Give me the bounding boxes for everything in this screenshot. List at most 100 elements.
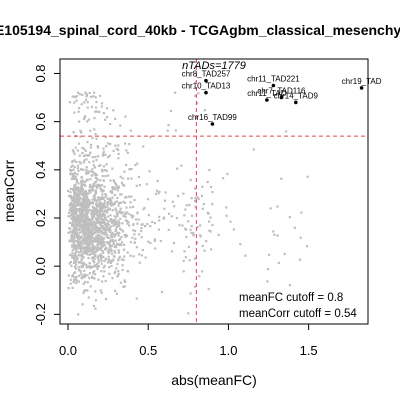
data-point [110,239,113,242]
data-point [95,191,98,194]
data-point [73,259,76,263]
data-point [105,219,108,222]
data-point [109,202,112,205]
data-point [276,205,279,208]
data-point [100,257,103,260]
data-point [114,144,117,147]
data-point [100,253,103,256]
data-point [109,208,112,211]
data-point [131,236,134,239]
data-point [77,241,80,244]
data-point [98,237,101,240]
data-point [79,212,82,215]
point-label: chr7_TAD116 [257,87,306,96]
data-point [77,182,80,185]
data-point [110,236,114,239]
data-point [166,129,169,132]
data-point [132,223,135,226]
y-tick-label: 0.2 [33,209,48,227]
data-point [75,181,78,184]
data-point [70,233,73,236]
data-point [80,168,83,171]
data-point [114,228,118,231]
data-point [131,216,134,219]
data-point [71,274,75,278]
data-point [115,292,118,295]
data-point [103,222,106,225]
data-point [125,206,128,209]
data-point [102,207,105,210]
data-point [76,228,79,231]
data-point [81,184,84,187]
data-point [118,255,121,258]
data-point [84,202,87,205]
data-point [94,217,97,220]
data-point [92,246,95,249]
data-point [298,258,302,261]
data-point [157,228,160,231]
data-point [83,230,86,234]
data-point [102,112,105,115]
data-point [88,200,91,203]
data-point [244,254,247,257]
data-point [78,231,81,234]
data-point [78,218,81,221]
data-point [128,224,131,227]
data-point [82,192,85,195]
data-point [133,241,136,244]
data-point [211,203,214,206]
data-point [70,235,73,238]
data-point [115,225,118,228]
data-point [116,231,119,234]
data-point [114,182,117,185]
data-point [125,234,129,237]
data-point [69,201,73,205]
data-point [96,216,100,219]
data-point [94,189,97,192]
data-point [99,187,102,190]
data-point [119,124,122,127]
data-point [105,246,108,249]
data-point [72,196,75,199]
data-point [117,157,120,160]
data-point [107,255,110,258]
data-point [80,244,83,247]
data-point [114,270,117,273]
y-tick-label: 0.4 [33,161,48,179]
data-point [103,196,106,199]
data-point [94,155,97,159]
data-point [84,280,87,284]
data-point [122,230,125,233]
data-point [71,160,75,163]
data-point [71,238,74,241]
data-point [106,228,109,231]
data-point [112,240,115,244]
data-point [194,187,197,190]
data-point [78,93,81,96]
data-point [115,216,118,219]
chart-title: GSE105194_spinal_cord_40kb - TCGAgbm_cla… [0,22,400,38]
data-point [111,277,114,280]
data-point [80,189,83,192]
data-point [77,216,80,220]
data-point [194,196,197,200]
data-point [115,147,118,150]
data-point [80,207,83,210]
data-point [197,92,200,95]
data-point [112,179,115,182]
data-point [91,251,94,254]
data-point [182,192,185,195]
data-point [76,188,80,191]
data-point [92,211,96,214]
data-point [80,242,83,245]
data-point [82,246,85,249]
data-point [134,218,138,221]
data-point [79,254,82,257]
data-point [83,200,87,203]
data-point [72,188,75,191]
data-point [71,200,74,203]
data-point [70,217,73,220]
data-point [114,207,117,210]
data-point [176,167,179,170]
y-axis: -0.2 0.0 0.2 0.4 0.6 0.8 [33,64,61,326]
